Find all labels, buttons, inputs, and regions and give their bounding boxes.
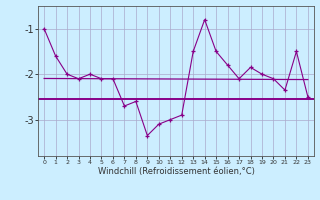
X-axis label: Windchill (Refroidissement éolien,°C): Windchill (Refroidissement éolien,°C)	[98, 167, 254, 176]
